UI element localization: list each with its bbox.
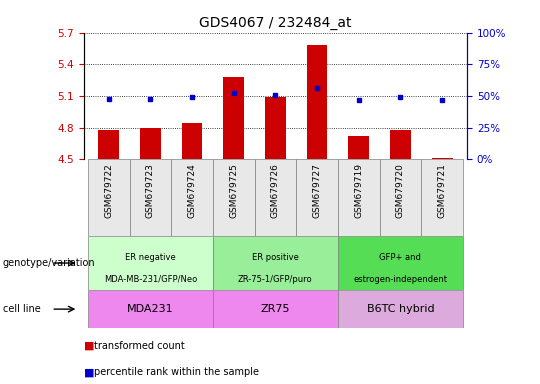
FancyBboxPatch shape bbox=[88, 236, 213, 290]
Text: GFP+ and: GFP+ and bbox=[380, 253, 421, 262]
FancyBboxPatch shape bbox=[380, 159, 421, 236]
FancyBboxPatch shape bbox=[338, 236, 463, 290]
Text: GSM679726: GSM679726 bbox=[271, 163, 280, 218]
FancyBboxPatch shape bbox=[88, 159, 130, 236]
Text: MDA231: MDA231 bbox=[127, 304, 174, 314]
FancyBboxPatch shape bbox=[338, 290, 463, 328]
Text: MDA-MB-231/GFP/Neo: MDA-MB-231/GFP/Neo bbox=[104, 275, 197, 284]
FancyBboxPatch shape bbox=[213, 290, 338, 328]
Text: ZR75: ZR75 bbox=[261, 304, 290, 314]
Bar bbox=[181, 124, 202, 159]
Text: B6TC hybrid: B6TC hybrid bbox=[367, 304, 434, 314]
FancyBboxPatch shape bbox=[213, 159, 254, 236]
FancyBboxPatch shape bbox=[421, 159, 463, 236]
Text: GSM679722: GSM679722 bbox=[104, 163, 113, 218]
Bar bbox=[98, 130, 119, 159]
Bar bbox=[140, 127, 161, 159]
Bar bbox=[265, 97, 286, 159]
Text: GSM679725: GSM679725 bbox=[229, 163, 238, 218]
Bar bbox=[431, 158, 453, 159]
FancyBboxPatch shape bbox=[338, 159, 380, 236]
FancyBboxPatch shape bbox=[171, 159, 213, 236]
Text: estrogen-independent: estrogen-independent bbox=[353, 275, 448, 284]
Bar bbox=[307, 45, 327, 159]
Text: ER positive: ER positive bbox=[252, 253, 299, 262]
Text: ■: ■ bbox=[84, 341, 94, 351]
FancyBboxPatch shape bbox=[296, 159, 338, 236]
Text: GSM679720: GSM679720 bbox=[396, 163, 405, 218]
FancyBboxPatch shape bbox=[88, 290, 213, 328]
Text: transformed count: transformed count bbox=[94, 341, 185, 351]
FancyBboxPatch shape bbox=[130, 159, 171, 236]
Bar bbox=[224, 77, 244, 159]
Text: GSM679719: GSM679719 bbox=[354, 163, 363, 218]
FancyBboxPatch shape bbox=[254, 159, 296, 236]
FancyBboxPatch shape bbox=[213, 236, 338, 290]
Text: GSM679723: GSM679723 bbox=[146, 163, 155, 218]
Text: ■: ■ bbox=[84, 367, 94, 377]
Text: GSM679727: GSM679727 bbox=[313, 163, 322, 218]
Text: ZR-75-1/GFP/puro: ZR-75-1/GFP/puro bbox=[238, 275, 313, 284]
Text: percentile rank within the sample: percentile rank within the sample bbox=[94, 367, 260, 377]
Text: genotype/variation: genotype/variation bbox=[3, 258, 96, 268]
Text: ER negative: ER negative bbox=[125, 253, 176, 262]
Bar bbox=[390, 130, 411, 159]
Text: GSM679724: GSM679724 bbox=[187, 163, 197, 218]
Title: GDS4067 / 232484_at: GDS4067 / 232484_at bbox=[199, 16, 352, 30]
Bar bbox=[348, 136, 369, 159]
Text: GSM679721: GSM679721 bbox=[437, 163, 447, 218]
Text: cell line: cell line bbox=[3, 304, 40, 314]
